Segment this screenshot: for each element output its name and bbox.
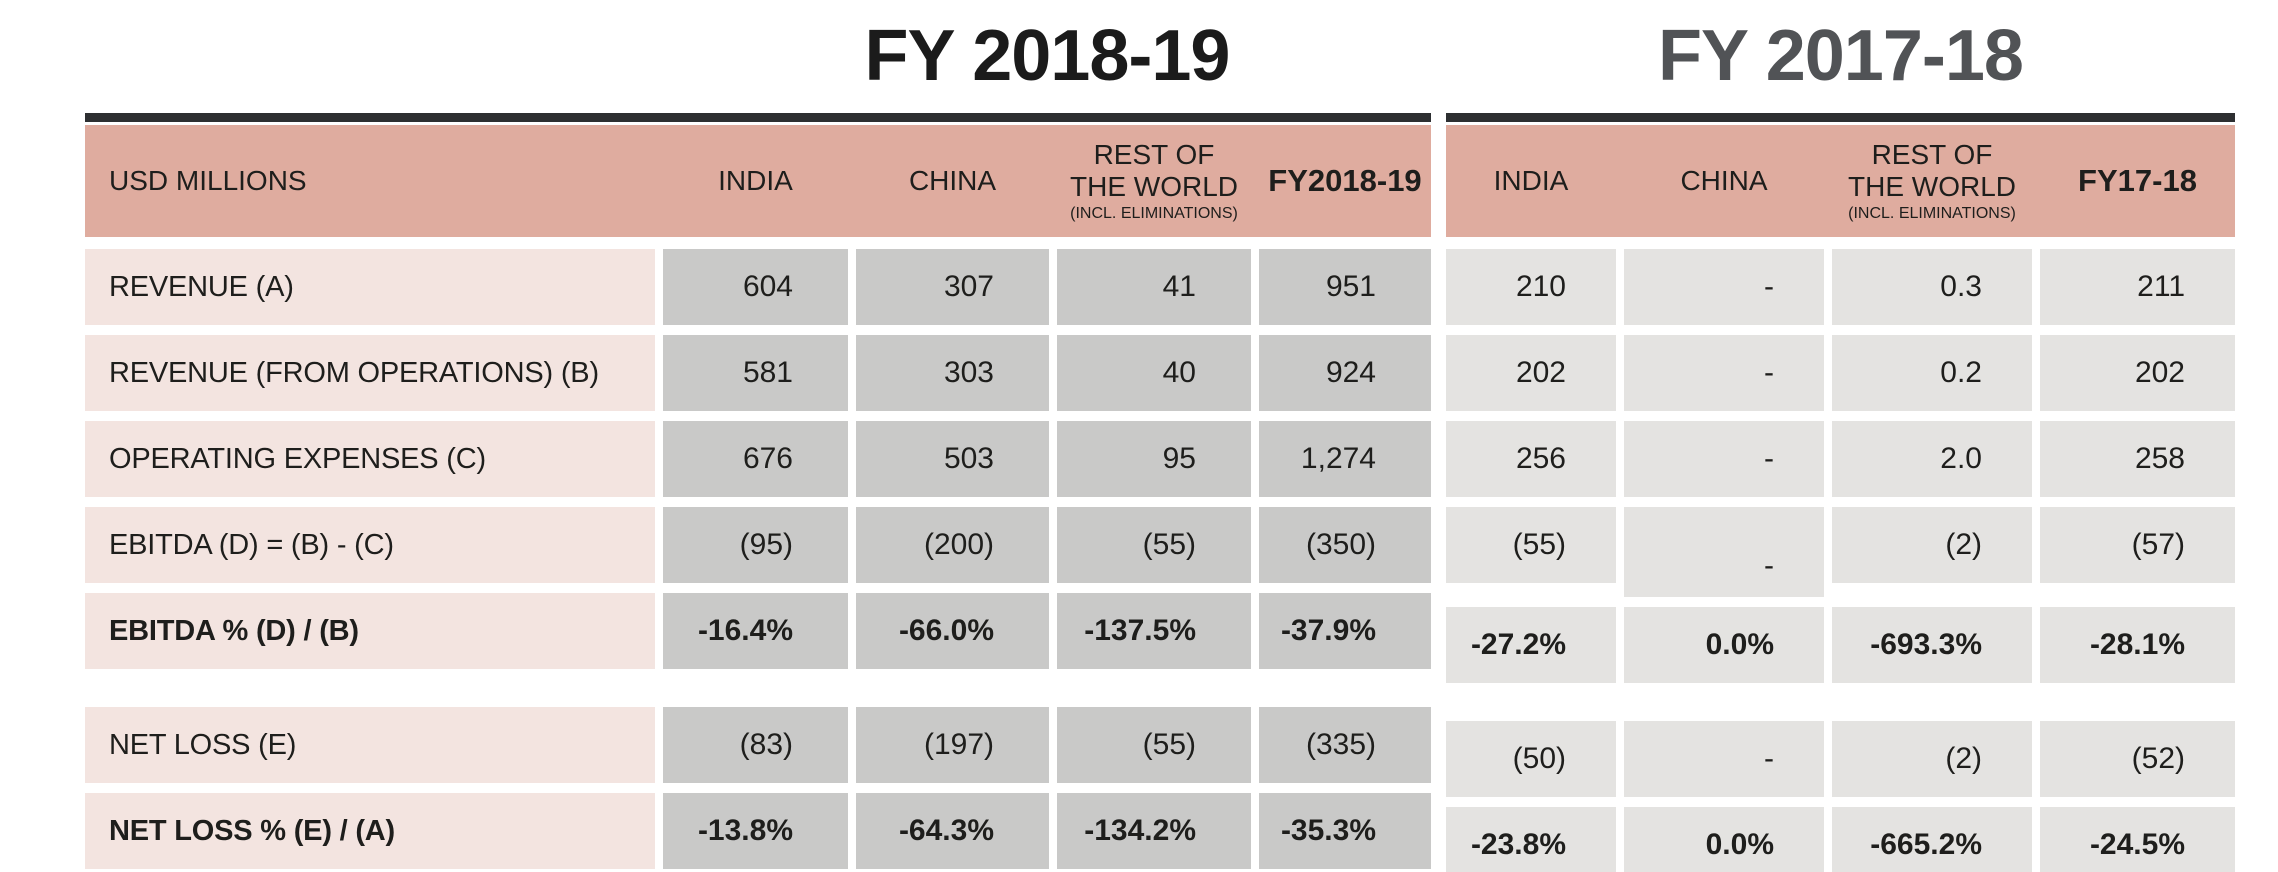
table-row: NET LOSS % (E) / (A) -13.8% -64.3% -134.… <box>85 793 1431 869</box>
row-label: NET LOSS % (E) / (A) <box>85 793 655 869</box>
value-cell: 0.0% <box>1624 607 1824 683</box>
value-cell: (50) <box>1446 721 1616 797</box>
table-row: REVENUE (FROM OPERATIONS) (B) 581 303 40… <box>85 335 1431 411</box>
value-cell: 256 <box>1446 421 1616 497</box>
table-row: (55) - (2) (57) <box>1446 507 2235 597</box>
value-cell: (335) <box>1259 707 1431 783</box>
value-cell: (55) <box>1446 507 1616 583</box>
value-cell: 0.0% <box>1624 807 1824 872</box>
value-cell: -134.2% <box>1057 793 1251 869</box>
column-header-india: INDIA <box>1493 165 1569 197</box>
value-cell: 211 <box>2040 249 2235 325</box>
value-cell: 307 <box>856 249 1049 325</box>
value-cell: (55) <box>1057 507 1251 583</box>
value-cell: -27.2% <box>1446 607 1616 683</box>
value-cell: 581 <box>663 335 848 411</box>
value-cell: 202 <box>2040 335 2235 411</box>
table-row: NET LOSS (E) (83) (197) (55) (335) <box>85 707 1431 783</box>
value-cell: - <box>1624 507 1824 597</box>
column-header-china: CHINA <box>908 165 997 197</box>
value-cell: 210 <box>1446 249 1616 325</box>
value-cell: - <box>1624 249 1824 325</box>
value-cell: (52) <box>2040 721 2235 797</box>
column-header-rest-of-world: REST OF THE WORLD (INCL. ELIMINATIONS) <box>1070 139 1238 222</box>
page-title-fy2018-19: FY 2018-19 <box>864 16 1231 96</box>
value-cell: 303 <box>856 335 1049 411</box>
column-header-china: CHINA <box>1680 165 1768 197</box>
header-row-fy2017-18: INDIA CHINA REST OF THE WORLD (INCL. ELI… <box>1446 125 2235 237</box>
value-cell: -665.2% <box>1832 807 2032 872</box>
value-cell: 0.3 <box>1832 249 2032 325</box>
column-header-note: (INCL. ELIMINATIONS) <box>1848 204 2016 222</box>
value-cell: 258 <box>2040 421 2235 497</box>
value-cell: (2) <box>1832 721 2032 797</box>
row-label: REVENUE (FROM OPERATIONS) (B) <box>85 335 655 411</box>
value-cell: (95) <box>663 507 848 583</box>
value-cell: -13.8% <box>663 793 848 869</box>
column-header-rest-of-world: REST OF THE WORLD (INCL. ELIMINATIONS) <box>1848 139 2016 222</box>
value-cell: -23.8% <box>1446 807 1616 872</box>
column-header-usd-millions: USD MILLIONS <box>109 165 307 197</box>
table-fy2018-19: USD MILLIONS INDIA CHINA REST OF THE WOR… <box>85 113 1431 869</box>
value-cell: (83) <box>663 707 848 783</box>
value-cell: (197) <box>856 707 1049 783</box>
value-cell: -693.3% <box>1832 607 2032 683</box>
value-cell: - <box>1624 421 1824 497</box>
table-row: -23.8% 0.0% -665.2% -24.5% <box>1446 807 2235 872</box>
value-cell: -66.0% <box>856 593 1049 669</box>
value-cell: 40 <box>1057 335 1251 411</box>
header-rule-right <box>1446 113 2235 122</box>
header-row-fy2018-19: USD MILLIONS INDIA CHINA REST OF THE WOR… <box>85 125 1431 237</box>
value-cell: - <box>1624 721 1824 797</box>
value-cell: (57) <box>2040 507 2235 583</box>
column-header-note: (INCL. ELIMINATIONS) <box>1070 204 1238 222</box>
table-row: OPERATING EXPENSES (C) 676 503 95 1,274 <box>85 421 1431 497</box>
value-cell: 95 <box>1057 421 1251 497</box>
value-cell: 2.0 <box>1832 421 2032 497</box>
column-header-fy17-18-total: FY17-18 <box>2078 162 2197 198</box>
value-cell: 503 <box>856 421 1049 497</box>
value-cell: (2) <box>1832 507 2032 583</box>
table-row: EBITDA % (D) / (B) -16.4% -66.0% -137.5%… <box>85 593 1431 669</box>
value-cell: -137.5% <box>1057 593 1251 669</box>
row-label: EBITDA (D) = (B) - (C) <box>85 507 655 583</box>
value-cell: 202 <box>1446 335 1616 411</box>
page-title-fy2017-18: FY 2017-18 <box>1658 16 2024 96</box>
table-row: REVENUE (A) 604 307 41 951 <box>85 249 1431 325</box>
value-cell: -37.9% <box>1259 593 1431 669</box>
row-label: NET LOSS (E) <box>85 707 655 783</box>
value-cell: -35.3% <box>1259 793 1431 869</box>
value-cell: 0.2 <box>1832 335 2032 411</box>
table-row: (50) - (2) (52) <box>1446 721 2235 797</box>
value-cell: 604 <box>663 249 848 325</box>
value-cell: -64.3% <box>856 793 1049 869</box>
value-cell: (55) <box>1057 707 1251 783</box>
table-fy2017-18: INDIA CHINA REST OF THE WORLD (INCL. ELI… <box>1446 113 2235 872</box>
table-row: EBITDA (D) = (B) - (C) (95) (200) (55) (… <box>85 507 1431 583</box>
value-cell: 676 <box>663 421 848 497</box>
column-header-india: INDIA <box>718 165 793 197</box>
value-cell: - <box>1624 335 1824 411</box>
table-row: -27.2% 0.0% -693.3% -28.1% <box>1446 607 2235 683</box>
header-rule-left <box>85 113 1431 122</box>
value-cell: 41 <box>1057 249 1251 325</box>
value-cell: (200) <box>856 507 1049 583</box>
row-label: REVENUE (A) <box>85 249 655 325</box>
value-cell: -16.4% <box>663 593 848 669</box>
value-cell: -24.5% <box>2040 807 2235 872</box>
value-cell: 1,274 <box>1259 421 1431 497</box>
table-row: 202 - 0.2 202 <box>1446 335 2235 411</box>
column-header-fy2018-19-total: FY2018-19 <box>1268 162 1422 198</box>
row-label: EBITDA % (D) / (B) <box>85 593 655 669</box>
value-cell: 951 <box>1259 249 1431 325</box>
value-cell: (350) <box>1259 507 1431 583</box>
row-label: OPERATING EXPENSES (C) <box>85 421 655 497</box>
table-row: 256 - 2.0 258 <box>1446 421 2235 497</box>
value-cell: -28.1% <box>2040 607 2235 683</box>
table-row: 210 - 0.3 211 <box>1446 249 2235 325</box>
value-cell: 924 <box>1259 335 1431 411</box>
